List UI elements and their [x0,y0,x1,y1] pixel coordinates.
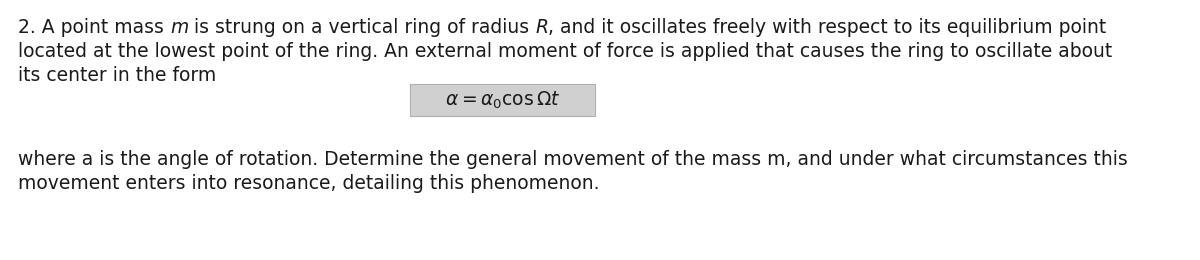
Text: is strung on a vertical ring of radius: is strung on a vertical ring of radius [188,18,535,37]
Text: R: R [535,18,548,37]
Text: $\alpha = \alpha_0 \cos\Omega t$: $\alpha = \alpha_0 \cos\Omega t$ [445,89,560,111]
Text: where a is the angle of rotation. Determine the general movement of the mass m, : where a is the angle of rotation. Determ… [18,150,1128,169]
Text: its center in the form: its center in the form [18,66,216,85]
Text: located at the lowest point of the ring. An external moment of force is applied : located at the lowest point of the ring.… [18,42,1112,61]
Text: movement enters into resonance, detailing this phenomenon.: movement enters into resonance, detailin… [18,174,600,193]
Text: 2. A point mass: 2. A point mass [18,18,170,37]
Text: , and it oscillates freely with respect to its equilibrium point: , and it oscillates freely with respect … [548,18,1106,37]
Text: m: m [170,18,188,37]
FancyBboxPatch shape [410,84,595,116]
